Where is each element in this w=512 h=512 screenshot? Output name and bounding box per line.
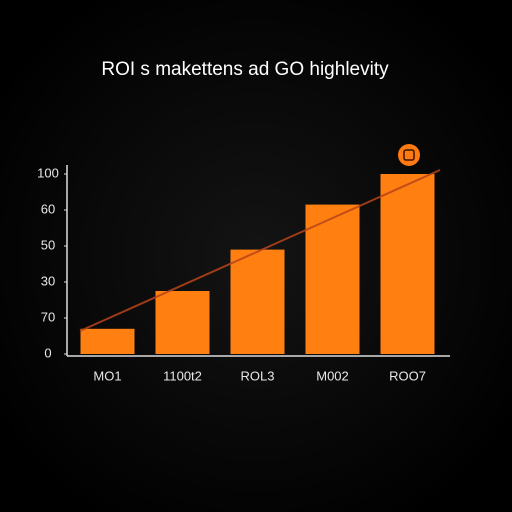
bar	[380, 174, 435, 354]
y-tick-label: 50	[41, 237, 55, 252]
x-tick-label: MO1	[93, 368, 121, 383]
plot-area: 0 70 30 50 60 100 MO1 1100t2 ROL3 M002 ROO7	[37, 165, 435, 383]
y-tick-label: 30	[41, 273, 55, 288]
bar	[155, 291, 210, 354]
bar	[230, 249, 285, 354]
y-tick-label: 0	[44, 345, 51, 360]
trend-line	[79, 169, 441, 332]
y-tick-label: 60	[41, 201, 55, 216]
x-tick-label: 1100t2	[163, 368, 202, 383]
coin-icon	[398, 144, 420, 166]
coin-symbol	[403, 149, 415, 161]
x-tick-label: ROO7	[389, 368, 426, 383]
y-tick-label: 100	[37, 165, 59, 180]
bar	[80, 328, 135, 354]
bar	[305, 204, 360, 354]
chart-title: ROI s makettens ad GO highlevity	[101, 59, 389, 80]
x-tick-label: M002	[316, 368, 349, 383]
y-tick-label: 70	[41, 309, 55, 324]
x-tick-label: ROL3	[241, 368, 275, 383]
